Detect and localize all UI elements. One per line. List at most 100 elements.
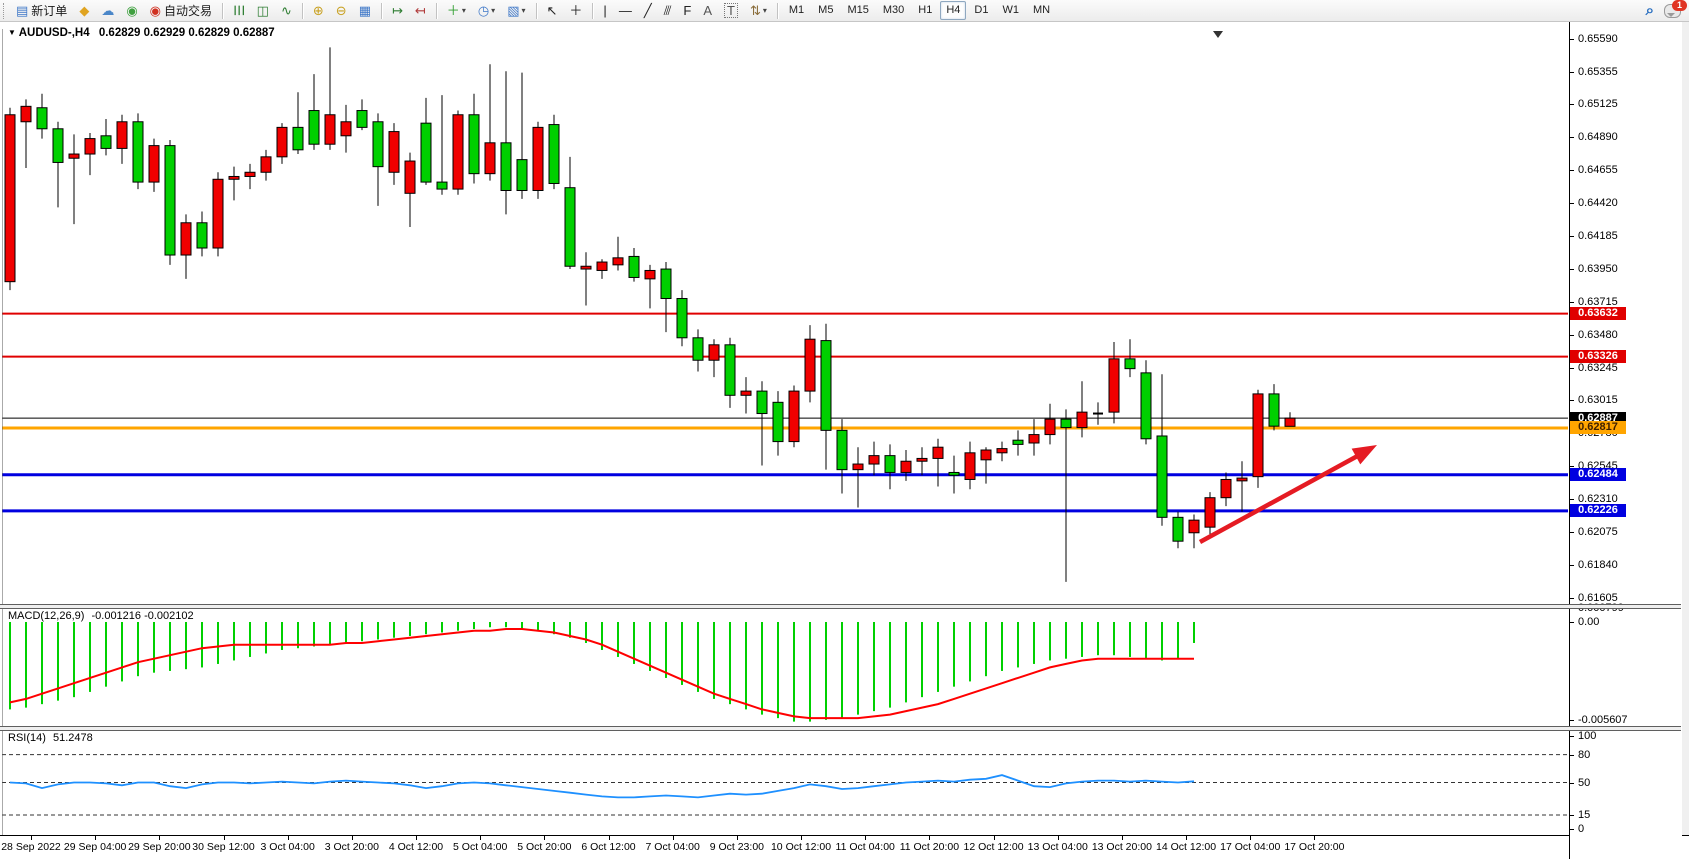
time-label: 17 Oct 20:00 [1284, 841, 1345, 853]
line-chart-icon: ∿ [280, 3, 292, 18]
price-tick [1570, 532, 1574, 534]
rsi-tick-label: 15 [1578, 809, 1591, 822]
candle-64 [1028, 419, 1040, 456]
timeframe-h1-button[interactable]: H1 [918, 4, 933, 16]
trend-arrow-annotation[interactable] [1198, 445, 1377, 544]
rsi-tick-label: 50 [1578, 776, 1591, 789]
price-tick [1570, 170, 1574, 172]
crosshair-button[interactable]: ＋ [564, 0, 587, 21]
candle-22 [356, 99, 368, 131]
candle-30 [484, 64, 496, 181]
label-button[interactable]: T [719, 0, 743, 21]
templates-button[interactable]: ▧ ▾ [502, 0, 530, 21]
pane-splitter-macd[interactable] [0, 604, 1681, 609]
candle-37 [596, 259, 608, 279]
chat-icon[interactable]: 1 [1664, 0, 1687, 18]
label-icon: T [724, 3, 738, 18]
price-tick-label: 0.65125 [1578, 98, 1618, 111]
auto-scroll-button[interactable]: ↦ [387, 0, 408, 21]
symbol-dropdown-icon[interactable]: ▼ [8, 28, 16, 37]
timeframe-h4-button[interactable]: H4 [940, 1, 967, 20]
timeframe-d1-button[interactable]: D1 [974, 4, 989, 16]
profile-button[interactable]: ☁ [96, 0, 119, 21]
candle-20 [324, 47, 336, 150]
toolbar-grip [3, 2, 7, 19]
periods-button[interactable]: ◷ ▾ [473, 0, 500, 21]
market-watch-button[interactable]: ◆ [74, 0, 94, 21]
price-tick [1570, 269, 1574, 271]
horizontal-line-button[interactable]: — [614, 0, 637, 21]
candle-46 [740, 377, 752, 414]
chart-shift-icon: ↤ [414, 3, 426, 18]
timeframe-m5-button[interactable]: M5 [818, 4, 834, 16]
price-tick-label: 0.64185 [1578, 230, 1618, 243]
arrows-button[interactable]: ⇅ ▾ [745, 0, 772, 21]
autotrading-button[interactable]: ◉ 自动交易 [145, 0, 217, 21]
line-chart-button[interactable]: ∿ [276, 0, 297, 21]
candle-71 [1140, 360, 1152, 445]
candle-57 [916, 447, 928, 476]
trendline-button[interactable]: ╱ [639, 0, 657, 21]
timeframe-m1-button[interactable]: M1 [788, 4, 805, 16]
macd-tick [1570, 622, 1574, 623]
time-tick [608, 836, 610, 840]
rsi-pane[interactable] [2, 729, 1568, 835]
candle-66 [1060, 409, 1072, 582]
timeframe-w1-button[interactable]: W1 [1002, 4, 1019, 16]
candle-29 [468, 93, 480, 184]
macd-tick-label: 0.00 [1578, 616, 1600, 628]
vertical-line-icon: | [603, 3, 607, 18]
price-tick-label: 0.63480 [1578, 328, 1618, 341]
candle-67 [1076, 381, 1088, 438]
auto-scroll-icon: ↦ [391, 3, 403, 18]
new-order-button[interactable]: ▤ 新订单 [11, 0, 72, 21]
candle-60 [964, 441, 976, 490]
pane-splitter-rsi[interactable] [0, 726, 1681, 731]
price-tick-label: 0.61840 [1578, 559, 1618, 572]
timeframe-mn-button[interactable]: MN [1032, 4, 1051, 16]
tile-windows-button[interactable]: ▦ [354, 0, 376, 21]
candlestick-icon: ◫ [256, 3, 269, 18]
chart-shift-marker[interactable] [1213, 31, 1223, 38]
price-level-badge: 0.62887 [1570, 411, 1626, 425]
price-level-badge: 0.62484 [1570, 468, 1626, 482]
price-axis[interactable]: 0.65590 0.65355 0.65125 0.64890 0.64655 0.644… [1569, 22, 1682, 859]
toolbar-separator [380, 2, 382, 19]
zoom-out-button[interactable]: ⊖ [331, 0, 352, 21]
chart-title: ▼ AUDUSD-,H4 0.62829 0.62929 0.62829 0.6… [8, 27, 275, 39]
text-button[interactable]: A [698, 0, 717, 21]
main-toolbar: ▤ 新订单 ◆ ☁ ◉ ◉ 自动交易 ☰ ◫ ∿ ⊕ ⊖ ▦ ↦ ↤ ＋ ▾ ◷ ▾ ▧ ▾ ↖ ＋ | — ╱ ⫻ F A T ⇅ ▾ M1 M… [0, 0, 1689, 22]
candle-11 [180, 214, 192, 279]
bar-chart-button[interactable]: ☰ [228, 0, 250, 21]
chevron-down-icon: ▾ [762, 6, 767, 15]
time-axis[interactable]: 28 Sep 2022 29 Sep 04:00 29 Sep 20:00 30 Se… [0, 835, 1689, 859]
candle-36 [580, 252, 592, 306]
macd-pane[interactable] [2, 607, 1568, 727]
candlestick-chart-button[interactable]: ◫ [252, 0, 274, 21]
signals-button[interactable]: ◉ [121, 0, 142, 21]
price-tick [1570, 104, 1574, 106]
rsi-label: RSI(14) 51.2478 [8, 732, 93, 744]
zoom-in-button[interactable]: ⊕ [308, 0, 329, 21]
main-price-pane[interactable] [2, 29, 1568, 605]
time-label: 5 Oct 04:00 [453, 841, 508, 853]
timeframe-m15-button[interactable]: M15 [847, 4, 869, 16]
timeframe-m30-button[interactable]: M30 [882, 4, 905, 16]
chart-window[interactable]: ▼ AUDUSD-,H4 0.62829 0.62929 0.62829 0.6… [0, 21, 1689, 859]
cursor-button[interactable]: ↖ [542, 0, 563, 21]
trendline-icon: ╱ [643, 3, 652, 18]
bar-chart-icon: ☰ [231, 4, 247, 17]
indicator-plus-icon: ＋ [446, 3, 460, 18]
time-tick [351, 836, 353, 840]
candle-28 [452, 110, 464, 195]
fibonacci-button[interactable]: F [678, 0, 696, 21]
search-icon[interactable]: ⌕ [1645, 2, 1654, 19]
indicators-button[interactable]: ＋ ▾ [442, 0, 471, 21]
candle-14 [228, 166, 240, 201]
time-tick [736, 836, 738, 840]
candle-80 [1284, 412, 1296, 427]
vertical-line-button[interactable]: | [598, 0, 611, 21]
chart-shift-button[interactable]: ↤ [410, 0, 431, 21]
equidistant-channel-button[interactable]: ⫻ [659, 0, 677, 21]
price-level-badge: 0.63632 [1570, 307, 1626, 321]
